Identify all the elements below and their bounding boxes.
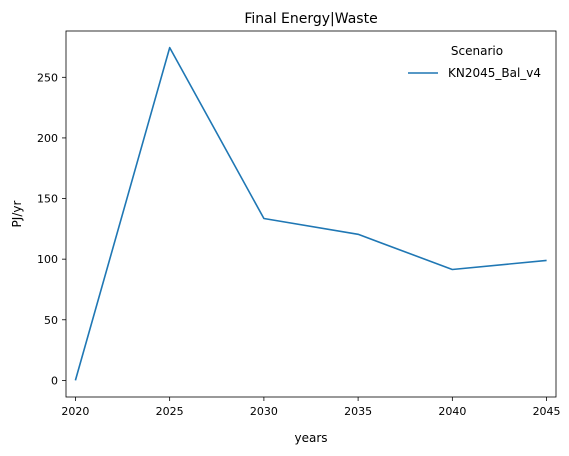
y-tick-label: 150: [37, 193, 58, 206]
plot-frame: [65, 30, 557, 398]
chart-title: Final Energy|Waste: [244, 11, 377, 27]
y-tick-label: 100: [37, 253, 58, 266]
x-tick-label: 2030: [250, 405, 278, 418]
series-line: [74, 46, 547, 381]
y-tick-label: 250: [37, 71, 58, 84]
x-tick-label: 2045: [533, 405, 561, 418]
x-axis: 2020 2025 2030 2035 2040 2045: [61, 397, 561, 418]
series-group: [74, 46, 547, 381]
x-axis-label: years: [294, 431, 327, 445]
y-axis-label: PJ/yr: [10, 201, 24, 228]
x-tick-label: 2035: [344, 405, 372, 418]
y-tick-label: 50: [44, 314, 58, 327]
y-axis: 0 50 100 150 200 250: [37, 71, 66, 387]
legend: Scenario KN2045_Bal_v4: [408, 44, 541, 80]
legend-entry-label: KN2045_Bal_v4: [448, 66, 541, 80]
y-tick-label: 200: [37, 132, 58, 145]
x-tick-label: 2025: [156, 405, 184, 418]
legend-title: Scenario: [451, 44, 503, 58]
x-tick-label: 2040: [438, 405, 466, 418]
plot-area: [65, 30, 557, 398]
x-tick-label: 2020: [61, 405, 89, 418]
y-tick-label: 0: [51, 374, 58, 387]
